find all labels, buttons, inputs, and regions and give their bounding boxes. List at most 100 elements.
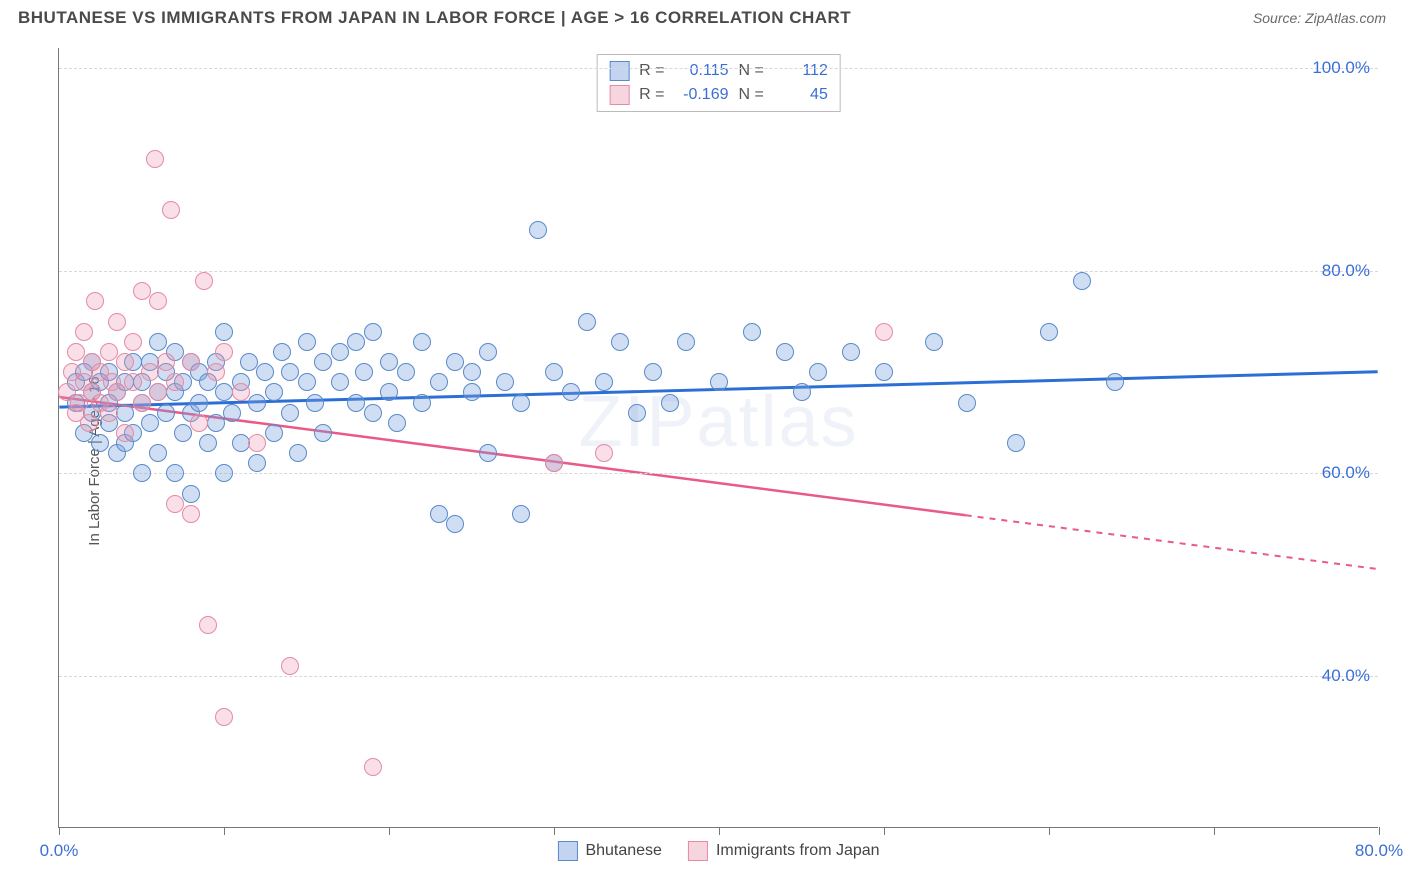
- data-point-blue: [628, 404, 646, 422]
- data-point-blue: [512, 505, 530, 523]
- data-point-pink: [108, 383, 126, 401]
- legend-swatch: [557, 841, 577, 861]
- data-point-blue: [215, 323, 233, 341]
- stat-n-value: 45: [774, 86, 828, 104]
- data-point-blue: [380, 383, 398, 401]
- x-tick-label: 0.0%: [40, 841, 79, 861]
- x-tick: [1379, 827, 1380, 835]
- stat-n-value: 112: [774, 62, 828, 80]
- legend-item: Immigrants from Japan: [688, 841, 880, 861]
- data-point-blue: [149, 444, 167, 462]
- data-point-blue: [842, 343, 860, 361]
- chart-header: BHUTANESE VS IMMIGRANTS FROM JAPAN IN LA…: [0, 0, 1406, 34]
- data-point-blue: [141, 414, 159, 432]
- data-point-blue: [182, 485, 200, 503]
- data-point-pink: [146, 150, 164, 168]
- data-point-blue: [1106, 373, 1124, 391]
- data-point-blue: [116, 404, 134, 422]
- data-point-blue: [463, 383, 481, 401]
- data-point-pink: [182, 353, 200, 371]
- x-tick: [884, 827, 885, 835]
- x-tick-label: 80.0%: [1355, 841, 1403, 861]
- x-tick: [59, 827, 60, 835]
- data-point-blue: [190, 394, 208, 412]
- data-point-blue: [446, 515, 464, 533]
- stats-row: R = -0.169 N = 45: [597, 83, 840, 107]
- data-point-blue: [397, 363, 415, 381]
- data-point-blue: [298, 373, 316, 391]
- data-point-blue: [248, 454, 266, 472]
- data-point-blue: [611, 333, 629, 351]
- data-point-blue: [347, 394, 365, 412]
- data-point-pink: [232, 383, 250, 401]
- data-point-blue: [314, 353, 332, 371]
- data-point-blue: [281, 404, 299, 422]
- data-point-blue: [149, 333, 167, 351]
- data-point-blue: [248, 394, 266, 412]
- data-point-blue: [240, 353, 258, 371]
- data-point-blue: [265, 424, 283, 442]
- data-point-pink: [281, 657, 299, 675]
- data-point-blue: [644, 363, 662, 381]
- data-point-blue: [347, 333, 365, 351]
- stats-box: R = 0.115 N = 112 R = -0.169 N = 45: [596, 54, 841, 112]
- data-point-blue: [1073, 272, 1091, 290]
- data-point-blue: [388, 414, 406, 432]
- data-point-blue: [355, 363, 373, 381]
- data-point-pink: [190, 414, 208, 432]
- data-point-blue: [793, 383, 811, 401]
- stat-n-label: N =: [739, 86, 764, 104]
- stat-r-value: -0.169: [675, 86, 729, 104]
- data-point-pink: [116, 424, 134, 442]
- y-tick-label: 60.0%: [1322, 463, 1370, 483]
- chart-title: BHUTANESE VS IMMIGRANTS FROM JAPAN IN LA…: [18, 8, 851, 28]
- data-point-blue: [232, 434, 250, 452]
- data-point-blue: [298, 333, 316, 351]
- gridline: [59, 473, 1378, 474]
- data-point-blue: [661, 394, 679, 412]
- data-point-pink: [182, 505, 200, 523]
- data-point-blue: [380, 353, 398, 371]
- data-point-pink: [875, 323, 893, 341]
- data-point-blue: [430, 373, 448, 391]
- data-point-blue: [925, 333, 943, 351]
- bottom-legend: Bhutanese Immigrants from Japan: [557, 841, 879, 861]
- data-point-blue: [413, 394, 431, 412]
- data-point-blue: [430, 505, 448, 523]
- data-point-pink: [195, 272, 213, 290]
- data-point-pink: [67, 343, 85, 361]
- data-point-blue: [289, 444, 307, 462]
- data-point-blue: [199, 434, 217, 452]
- data-point-blue: [364, 323, 382, 341]
- stat-r-label: R =: [639, 62, 664, 80]
- stat-r-value: 0.115: [675, 62, 729, 80]
- data-point-pink: [100, 404, 118, 422]
- data-point-blue: [595, 373, 613, 391]
- legend-swatch: [609, 61, 629, 81]
- data-point-pink: [595, 444, 613, 462]
- data-point-blue: [1007, 434, 1025, 452]
- data-point-pink: [100, 343, 118, 361]
- data-point-pink: [75, 323, 93, 341]
- data-point-pink: [149, 292, 167, 310]
- data-point-blue: [479, 444, 497, 462]
- data-point-pink: [108, 313, 126, 331]
- data-point-blue: [256, 363, 274, 381]
- stat-n-label: N =: [739, 62, 764, 80]
- gridline: [59, 68, 1378, 69]
- x-tick: [224, 827, 225, 835]
- data-point-pink: [133, 394, 151, 412]
- legend-swatch: [609, 85, 629, 105]
- data-point-blue: [364, 404, 382, 422]
- data-point-blue: [743, 323, 761, 341]
- x-tick: [1214, 827, 1215, 835]
- y-tick-label: 40.0%: [1322, 666, 1370, 686]
- data-point-pink: [162, 201, 180, 219]
- plot-area: ZIPatlas R =0.115N =112R =-0.169N =45 Bh…: [58, 48, 1378, 828]
- data-point-pink: [149, 383, 167, 401]
- data-point-pink: [248, 434, 266, 452]
- data-point-blue: [273, 343, 291, 361]
- stat-r-label: R =: [639, 86, 664, 104]
- legend-label: Bhutanese: [585, 842, 662, 860]
- data-point-blue: [446, 353, 464, 371]
